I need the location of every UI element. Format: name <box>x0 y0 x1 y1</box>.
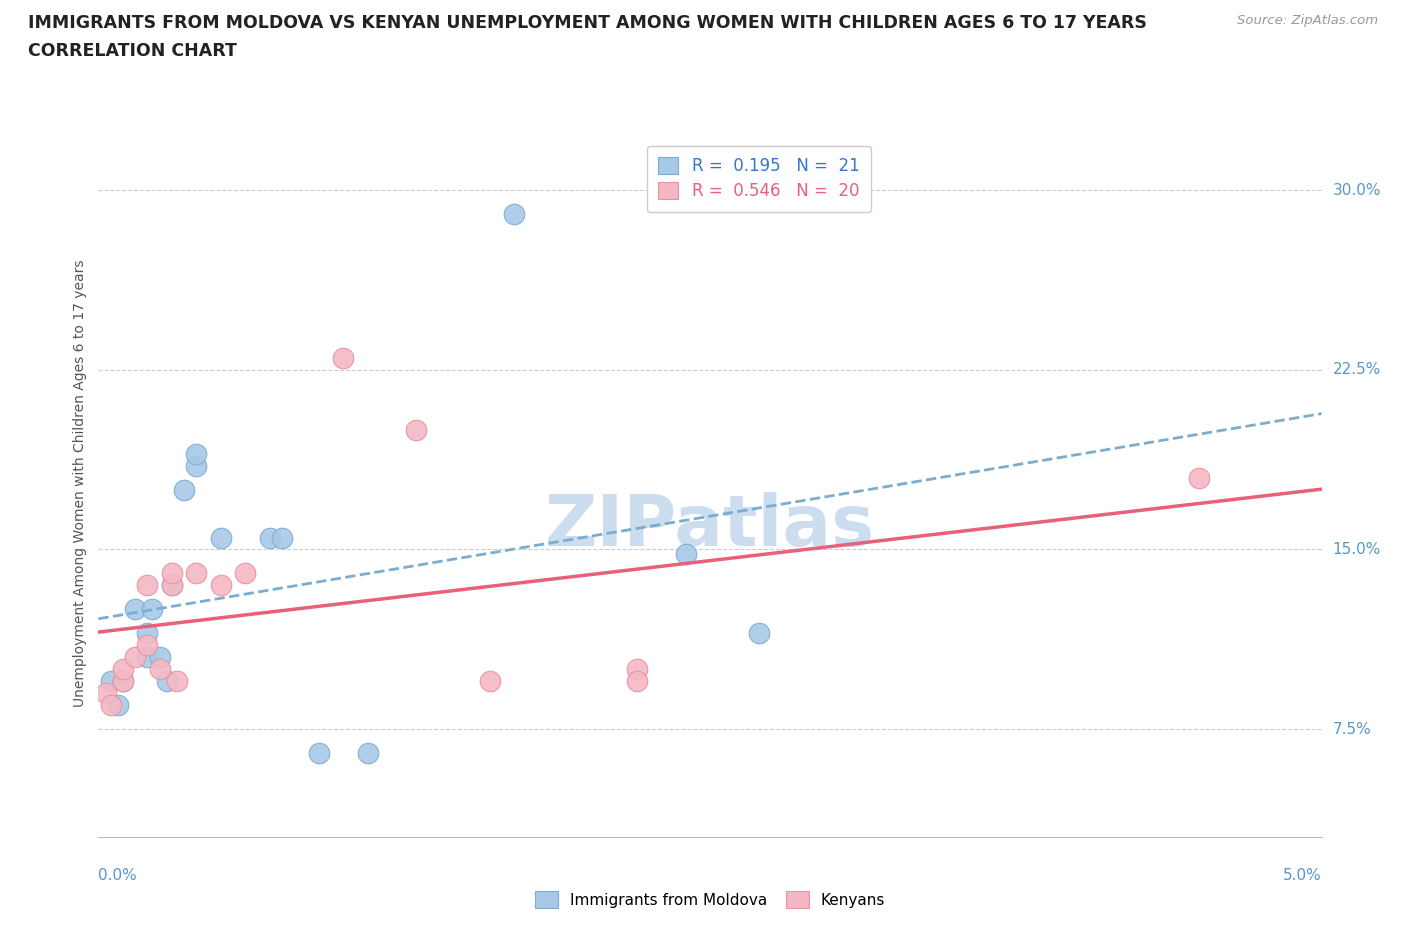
Point <box>107 698 129 712</box>
Point <box>136 638 159 653</box>
Point <box>173 482 195 497</box>
Text: 5.0%: 5.0% <box>1282 868 1322 883</box>
Point <box>332 351 354 365</box>
Text: CORRELATION CHART: CORRELATION CHART <box>28 42 238 60</box>
Point <box>233 566 256 581</box>
Point <box>209 578 232 592</box>
Point <box>748 626 770 641</box>
Text: IMMIGRANTS FROM MOLDOVA VS KENYAN UNEMPLOYMENT AMONG WOMEN WITH CHILDREN AGES 6 : IMMIGRANTS FROM MOLDOVA VS KENYAN UNEMPL… <box>28 14 1147 32</box>
Point <box>111 674 134 689</box>
Point <box>626 662 648 677</box>
Text: 0.0%: 0.0% <box>98 868 138 883</box>
Point <box>186 458 208 473</box>
Point <box>100 674 122 689</box>
Text: 30.0%: 30.0% <box>1333 182 1381 197</box>
Point <box>149 662 172 677</box>
Point <box>160 566 183 581</box>
Point <box>160 578 183 592</box>
Point <box>675 547 697 562</box>
Point <box>270 530 292 545</box>
Point <box>1188 471 1211 485</box>
Point <box>141 602 163 617</box>
Text: 7.5%: 7.5% <box>1333 722 1371 737</box>
Point <box>186 566 208 581</box>
Point <box>100 698 122 712</box>
Point <box>149 650 172 665</box>
Point <box>136 578 159 592</box>
Point <box>209 530 232 545</box>
Point <box>156 674 179 689</box>
Legend: Immigrants from Moldova, Kenyans: Immigrants from Moldova, Kenyans <box>529 885 891 914</box>
Point <box>186 446 208 461</box>
Point <box>405 422 427 437</box>
Point <box>503 206 526 221</box>
Point <box>626 674 648 689</box>
Point <box>308 746 330 761</box>
Point <box>478 674 501 689</box>
Point <box>111 674 134 689</box>
Text: 22.5%: 22.5% <box>1333 363 1381 378</box>
Point <box>94 685 117 700</box>
Text: Source: ZipAtlas.com: Source: ZipAtlas.com <box>1237 14 1378 27</box>
Text: ZIPatlas: ZIPatlas <box>546 492 875 561</box>
Point <box>166 674 188 689</box>
Point <box>356 746 378 761</box>
Y-axis label: Unemployment Among Women with Children Ages 6 to 17 years: Unemployment Among Women with Children A… <box>73 259 87 708</box>
Point <box>136 650 159 665</box>
Text: 15.0%: 15.0% <box>1333 542 1381 557</box>
Point <box>136 626 159 641</box>
Point <box>124 602 146 617</box>
Point <box>160 578 183 592</box>
Point <box>259 530 281 545</box>
Point <box>124 650 146 665</box>
Point <box>111 662 134 677</box>
